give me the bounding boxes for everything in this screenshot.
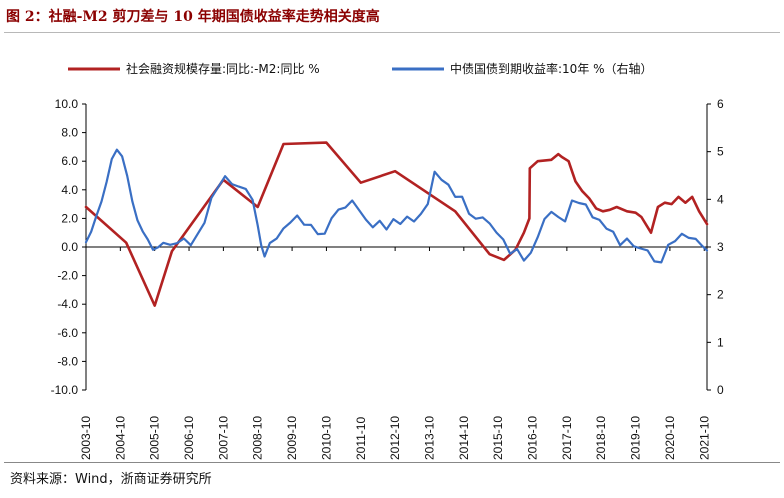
axes: 10.0 8.0 6.0 4.0 2.0 0.0 -2.0 -4.0 -6.0 -8.0 -10.0… xyxy=(51,97,724,460)
left-tick-label: 6.0 xyxy=(61,154,78,168)
right-tick-label: 3 xyxy=(717,240,724,254)
left-tick-label: -10.0 xyxy=(51,383,79,397)
left-tick-label: -2.0 xyxy=(57,269,78,283)
left-tick-label: 10.0 xyxy=(55,97,79,111)
x-tick-label: 2021-10 xyxy=(697,416,711,460)
source-note: 资料来源：Wind，浙商证券研究所 xyxy=(10,468,212,487)
x-tick-label: 2015-10 xyxy=(491,416,505,460)
x-tick-label: 2018-10 xyxy=(594,416,608,460)
series-line-social-financing-minus-m2 xyxy=(86,143,707,306)
x-tick-label: 2013-10 xyxy=(422,416,436,460)
right-tick-label: 0 xyxy=(717,383,724,397)
x-tick-label: 2005-10 xyxy=(148,416,162,460)
right-tick-label: 6 xyxy=(717,97,724,111)
legend-label-blue: 中债国债到期收益率:10年 %（右轴） xyxy=(450,61,653,76)
series-group xyxy=(86,143,707,306)
x-tick-label: 2003-10 xyxy=(79,416,93,460)
x-tick-label: 2019-10 xyxy=(629,416,643,460)
left-tick-label: 8.0 xyxy=(61,126,78,140)
x-tick-label: 2006-10 xyxy=(182,416,196,460)
legend-label-red: 社会融资规模存量:同比:-M2:同比 % xyxy=(126,61,320,76)
dual-axis-line-chart: 社会融资规模存量:同比:-M2:同比 % 中债国债到期收益率:10年 %（右轴）… xyxy=(0,0,784,498)
x-tick-label: 2014-10 xyxy=(457,416,471,460)
x-tick-label: 2007-10 xyxy=(216,416,230,460)
right-tick-label: 5 xyxy=(717,145,724,159)
series-line-10y-treasury-yield xyxy=(86,150,707,263)
x-tick-label: 2020-10 xyxy=(663,416,677,460)
left-tick-label: -6.0 xyxy=(57,326,78,340)
footer-divider xyxy=(4,462,780,463)
right-tick-label: 1 xyxy=(717,335,724,349)
x-tick-label: 2008-10 xyxy=(251,416,265,460)
legend: 社会融资规模存量:同比:-M2:同比 % 中债国债到期收益率:10年 %（右轴） xyxy=(68,61,653,76)
left-tick-label: -8.0 xyxy=(57,354,78,368)
x-tick-label: 2004-10 xyxy=(113,416,127,460)
right-tick-label: 2 xyxy=(717,288,724,302)
x-tick-label: 2009-10 xyxy=(285,416,299,460)
x-tick-label: 2011-10 xyxy=(354,417,368,460)
left-tick-label: 4.0 xyxy=(61,183,78,197)
left-tick-label: -4.0 xyxy=(57,297,78,311)
x-tick-label: 2012-10 xyxy=(388,416,402,460)
right-tick-label: 4 xyxy=(717,192,724,206)
left-tick-label: 0.0 xyxy=(61,240,78,254)
left-tick-label: 2.0 xyxy=(61,211,78,225)
x-tick-label: 2010-10 xyxy=(319,416,333,460)
x-tick-label: 2017-10 xyxy=(560,416,574,460)
x-tick-label: 2016-10 xyxy=(526,416,540,460)
